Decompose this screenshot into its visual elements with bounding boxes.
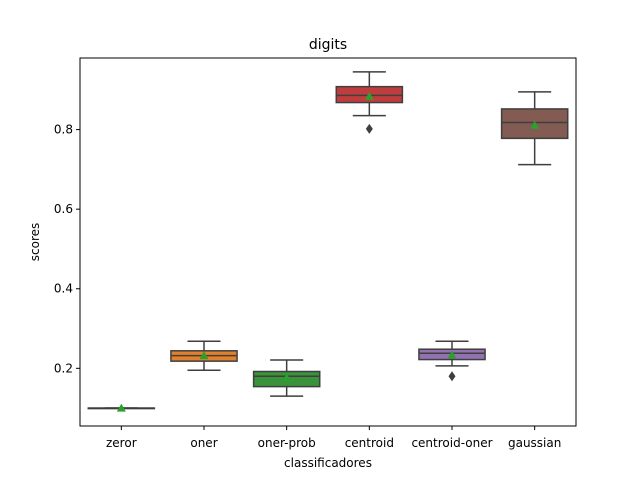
x-tick-label: centroid-oner xyxy=(411,436,492,450)
outlier-marker xyxy=(365,123,373,134)
mean-marker xyxy=(116,403,126,412)
mean-marker xyxy=(530,120,540,129)
box-oner-prob xyxy=(252,359,321,397)
box-centroid-oner xyxy=(418,340,486,382)
mean-marker xyxy=(282,373,292,382)
plot-frame xyxy=(79,57,577,427)
x-tick-label: gaussian xyxy=(508,436,561,450)
x-axis-title: classificadores xyxy=(284,456,372,470)
box-zeror xyxy=(87,403,156,412)
x-tick-label: zeror xyxy=(106,436,137,450)
mean-marker xyxy=(199,351,209,360)
y-tick-label: 0.2 xyxy=(54,361,73,375)
y-tick-label: 0.4 xyxy=(54,282,73,296)
box-oner xyxy=(170,340,238,372)
box-layer xyxy=(87,71,569,412)
outlier-marker xyxy=(448,371,456,382)
box-gaussian xyxy=(500,91,569,166)
x-tick-label: oner-prob xyxy=(258,436,316,450)
y-tick-label: 0.8 xyxy=(54,123,73,137)
mean-marker xyxy=(364,91,374,100)
tick-layer: 0.2 0.4 0.6 0.8 zeror oner oner-prob centroid ce… xyxy=(54,123,561,450)
mean-marker xyxy=(447,350,457,359)
x-tick-label: oner xyxy=(190,436,217,450)
y-tick-label: 0.6 xyxy=(54,202,73,216)
box-centroid xyxy=(335,71,404,134)
x-tick-label: centroid xyxy=(345,436,394,450)
y-axis-title: scores xyxy=(28,223,42,262)
chart-title: digits xyxy=(309,37,347,53)
